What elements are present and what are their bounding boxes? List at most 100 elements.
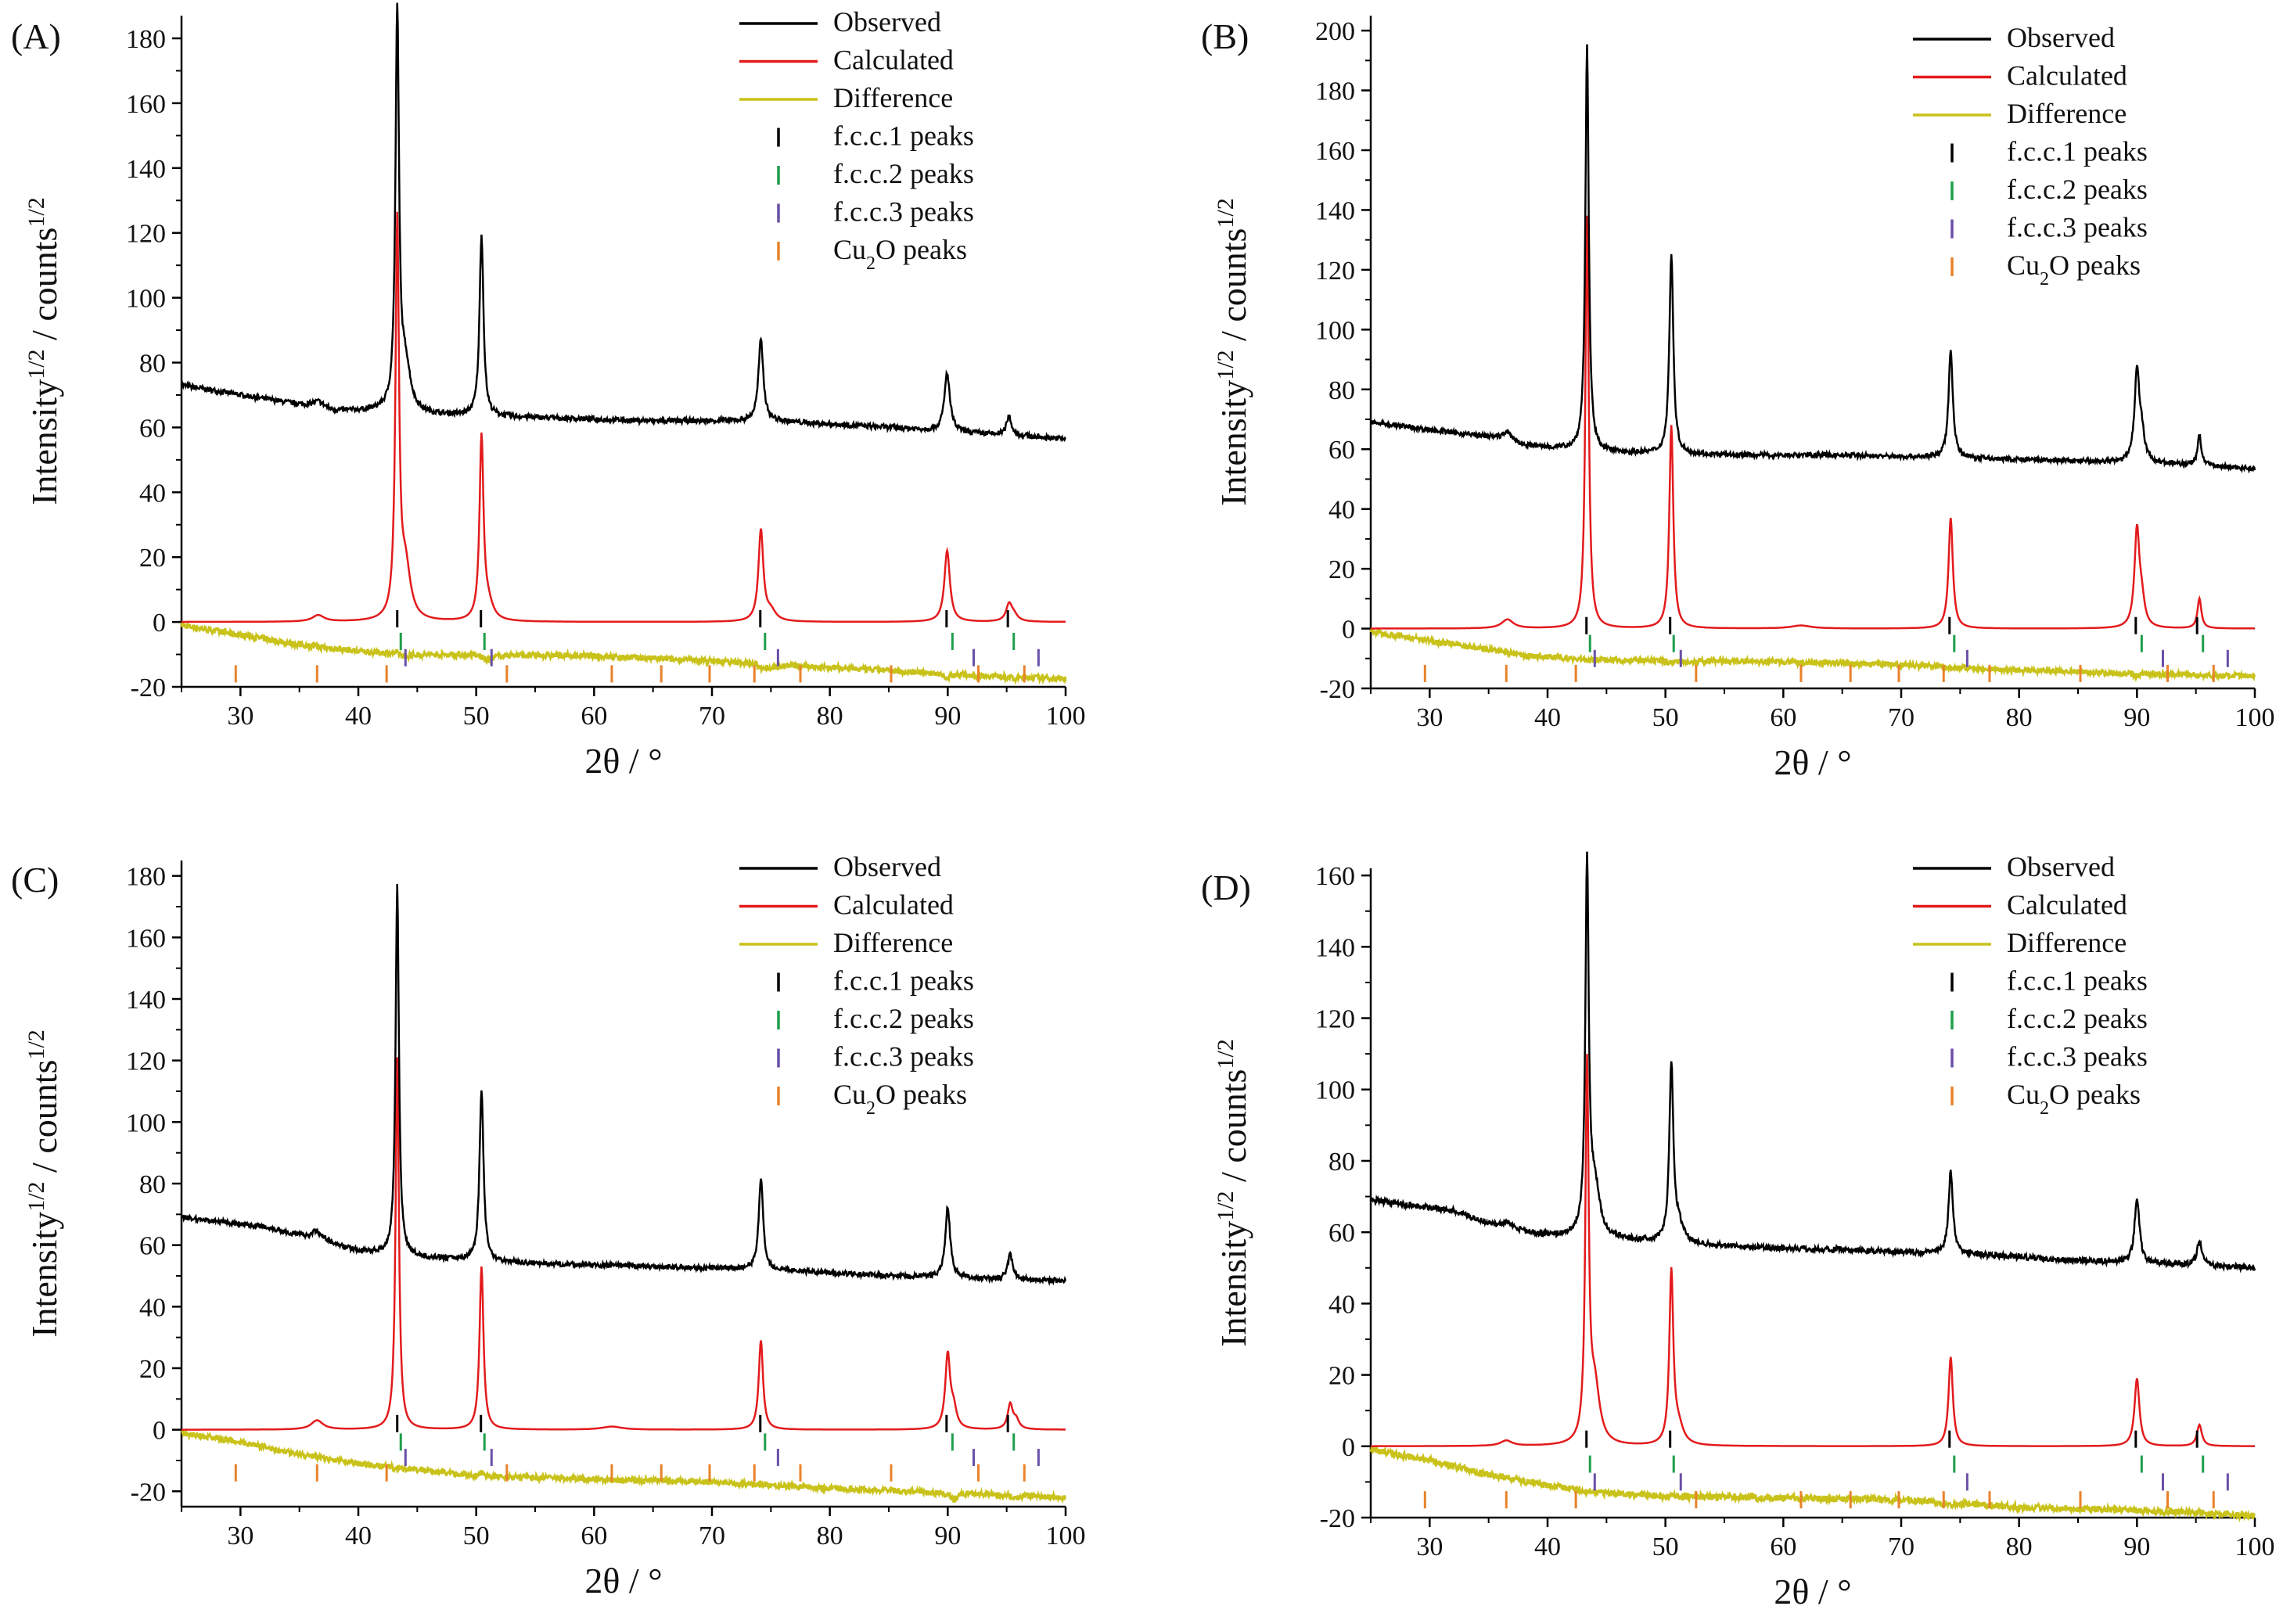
legend-entry: Calculated — [2007, 60, 2127, 92]
x-tick-label: 80 — [2006, 1532, 2033, 1561]
x-tick-label: 70 — [699, 1522, 725, 1550]
x-tick-label: 70 — [1888, 1532, 1914, 1561]
calculated-curve — [1371, 1054, 2255, 1447]
x-tick-label: 40 — [1534, 703, 1561, 732]
legend: Observed Calculated Difference f.c.c.1 peak… — [739, 851, 974, 1119]
legend-entry: Difference — [833, 82, 953, 113]
y-axis-label-part: 1/2 — [1213, 1191, 1239, 1220]
y-tick-label: 140 — [1315, 933, 1355, 962]
legend-entry: Calculated — [833, 45, 954, 76]
legend-entry: Calculated — [833, 889, 954, 921]
legend-entry: Observed — [2007, 851, 2115, 882]
legend-entry-part: 2 — [2040, 1098, 2049, 1119]
y-tick-label: -20 — [131, 674, 166, 702]
legend-entry: f.c.c.3 peaks — [2007, 212, 2148, 243]
y-tick-label: 120 — [1315, 257, 1355, 286]
legend-entry-part: Cu — [833, 234, 866, 265]
x-tick-label: 30 — [227, 1522, 253, 1550]
legend-entry-part: 2 — [866, 253, 875, 274]
y-tick-label: 80 — [1328, 376, 1355, 405]
y-tick-label: 120 — [126, 220, 166, 249]
x-tick-label: 50 — [463, 702, 490, 731]
x-tick-label: 100 — [1046, 1522, 1086, 1550]
y-axis-label-part: / counts — [1213, 1069, 1253, 1191]
y-tick-label: 160 — [1315, 862, 1355, 891]
x-tick-label: 60 — [581, 1522, 607, 1550]
y-tick-label: 160 — [1315, 137, 1355, 166]
y-tick-label: 100 — [1315, 1076, 1355, 1105]
y-tick-label: 20 — [1328, 555, 1355, 584]
legend-entry: Difference — [2007, 927, 2127, 958]
y-axis-label-part: Intensity — [1213, 380, 1253, 506]
difference-curve — [180, 620, 1067, 686]
x-tick-label: 90 — [2123, 1532, 2150, 1561]
x-tick-label: 40 — [345, 702, 372, 731]
x-tick-label: 60 — [1770, 703, 1796, 732]
y-axis-label-part: 1/2 — [23, 1181, 49, 1211]
legend-entry: Difference — [833, 927, 953, 958]
y-tick-label: 40 — [139, 1293, 166, 1322]
legend-entry-part: Cu — [833, 1079, 866, 1110]
y-tick-label: 140 — [1315, 196, 1355, 225]
panel-a: (A) 30 40 50 60 70 80 90 100 -20 0 20 40 60 80 100 120 14… — [11, 2, 1086, 781]
y-axis-label-part: 1/2 — [23, 349, 49, 379]
legend-entry: Cu2O peaks — [2007, 250, 2141, 289]
difference-curve — [1369, 627, 2256, 682]
x-axis-label: 2θ / ° — [1774, 742, 1851, 782]
panel-label: (A) — [11, 16, 61, 56]
y-tick-label: 40 — [1328, 1290, 1355, 1319]
x-tick-label: 50 — [1652, 1532, 1679, 1561]
x-axis-label: 2θ / ° — [584, 1561, 662, 1601]
y-axis-label: Intensity1/2 / counts1/2 — [23, 197, 65, 505]
panel-label: (C) — [11, 860, 59, 900]
x-tick-label: 30 — [1416, 1532, 1443, 1561]
x-tick-label: 50 — [463, 1522, 490, 1550]
difference-curve — [180, 1428, 1067, 1504]
y-axis-label-part: / counts — [24, 228, 64, 350]
legend-entry: Observed — [833, 6, 941, 38]
y-tick-label: 80 — [1328, 1148, 1355, 1177]
x-tick-label: 40 — [1534, 1532, 1561, 1561]
legend-entry: f.c.c.1 peaks — [2007, 136, 2148, 167]
x-tick-label: 80 — [817, 702, 843, 731]
difference-curve — [1369, 1443, 2256, 1523]
y-tick-label: 0 — [153, 1417, 166, 1446]
x-tick-label: 100 — [1046, 702, 1086, 731]
y-axis-label-part: 1/2 — [1213, 1039, 1239, 1069]
y-tick-label: 100 — [126, 285, 166, 314]
x-tick-label: 80 — [817, 1522, 843, 1550]
y-tick-label: 180 — [126, 25, 166, 54]
y-tick-label: 200 — [1315, 17, 1355, 46]
y-axis-label-part: 1/2 — [1213, 350, 1239, 379]
legend-entry-part: O peaks — [2049, 250, 2141, 281]
observed-curve — [1369, 851, 2256, 1274]
y-tick-label: 60 — [139, 1232, 166, 1261]
legend-entry: Cu2O peaks — [833, 234, 967, 274]
legend-entry: f.c.c.1 peaks — [2007, 965, 2148, 997]
y-tick-label: 100 — [1315, 316, 1355, 345]
legend: Observed Calculated Difference f.c.c.1 peak… — [1913, 22, 2148, 289]
legend-entry: Cu2O peaks — [2007, 1079, 2141, 1119]
y-axis-label-part: Intensity — [1213, 1221, 1253, 1347]
legend-entry: Difference — [2007, 98, 2127, 129]
legend-entry: f.c.c.2 peaks — [2007, 1003, 2148, 1034]
legend-entry-part: O peaks — [875, 1079, 967, 1110]
x-tick-label: 70 — [1888, 703, 1914, 732]
legend-entry: f.c.c.3 peaks — [833, 196, 974, 228]
y-tick-label: 40 — [139, 479, 166, 508]
x-tick-label: 80 — [2006, 703, 2033, 732]
y-tick-label: -20 — [1320, 1504, 1355, 1533]
observed-curve — [1369, 44, 2256, 474]
x-tick-label: 30 — [227, 702, 253, 731]
legend-entry: f.c.c.1 peaks — [833, 965, 974, 997]
x-axis-label: 2θ / ° — [584, 741, 662, 781]
legend-entry-part: O peaks — [2049, 1079, 2141, 1110]
legend: Observed Calculated Difference f.c.c.1 peak… — [1913, 851, 2148, 1119]
y-tick-label: 180 — [1315, 77, 1355, 106]
observed-curve — [180, 883, 1067, 1287]
y-axis-label-part: / counts — [24, 1060, 64, 1182]
x-tick-label: 70 — [699, 702, 725, 731]
y-tick-label: 140 — [126, 155, 166, 184]
y-tick-label: 0 — [153, 609, 166, 638]
legend-entry: f.c.c.2 peaks — [833, 158, 974, 189]
